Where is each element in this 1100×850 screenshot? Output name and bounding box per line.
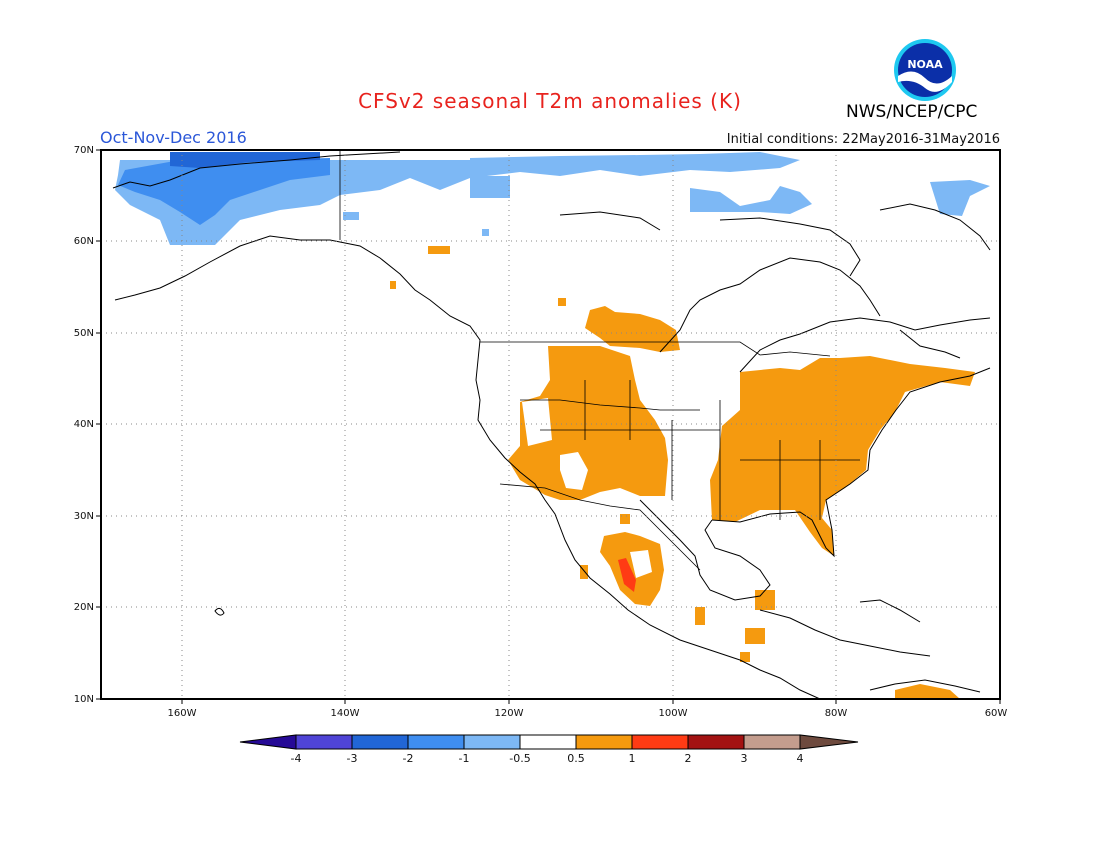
anomaly-region-0.5-mexico: [600, 532, 664, 606]
colorbar-cell: [687, 734, 745, 750]
lon-tick-label: 80W: [825, 708, 848, 719]
lon-tick-label: 140W: [331, 708, 360, 719]
anomaly-cell: [428, 246, 450, 254]
anomaly-region-0.5-east: [710, 356, 975, 556]
colorbar-cell: [743, 734, 801, 750]
colorbar-label: 0.5: [567, 752, 585, 765]
colorbar-label: -1: [459, 752, 470, 765]
anomaly-region-minus-0.5-arctic: [470, 152, 800, 178]
neutral-hole: [522, 398, 552, 446]
initial-conditions-label: Initial conditions: 22May2016-31May2016: [726, 132, 1000, 147]
anomaly-region-minus-1: [118, 158, 330, 225]
colorbar-cell: [295, 734, 353, 750]
agency-label: NWS/NCEP/CPC: [846, 102, 978, 122]
lat-tick-label: 30N: [74, 511, 94, 522]
anomaly-region-minus-2: [170, 152, 320, 168]
colorbar-cell: [407, 734, 465, 750]
anomaly-region-0.5-prairies: [585, 306, 680, 352]
warm-anomaly-fields: [390, 246, 975, 699]
colorbar-label: -0.5: [509, 752, 530, 765]
lat-tick-label: 50N: [74, 328, 94, 339]
lat-tick-label: 10N: [74, 694, 94, 705]
colorbar: [239, 734, 859, 750]
neutral-hole: [560, 452, 588, 490]
noaa-logo-icon: NOAA: [894, 39, 956, 101]
anomaly-cell: [390, 281, 396, 289]
coastlines: [112, 151, 991, 699]
colorbar-label: 4: [797, 752, 804, 765]
lat-tick-label: 70N: [74, 145, 94, 156]
season-label: Oct-Nov-Dec 2016: [100, 128, 247, 147]
lon-tick-label: 160W: [168, 708, 197, 719]
anomaly-cell: [558, 298, 566, 306]
colorbar-label: -3: [347, 752, 358, 765]
colorbar-cell: [519, 734, 577, 750]
colorbar-label: 1: [629, 752, 636, 765]
colorbar-cell: [631, 734, 689, 750]
colorbar-label: -2: [403, 752, 414, 765]
lon-tick-label: 120W: [495, 708, 524, 719]
anomaly-region-minus-0.5-labrador: [930, 180, 990, 216]
anomaly-region-minus-0.5-east: [690, 186, 812, 214]
colorbar-cell-gt-4: [799, 734, 859, 750]
chart-title: CFSv2 seasonal T2m anomalies (K): [358, 89, 742, 113]
lat-tick-labels: 70N 60N 50N 40N 30N 20N 10N: [74, 145, 94, 705]
colorbar-cell: [575, 734, 633, 750]
colorbar-label: -4: [291, 752, 302, 765]
colorbar-label: 3: [741, 752, 748, 765]
colorbar-label: 2: [685, 752, 692, 765]
cold-anomaly-fields: [115, 152, 990, 245]
lon-tick-label: 60W: [985, 708, 1008, 719]
lat-tick-label: 20N: [74, 602, 94, 613]
lon-tick-label: 100W: [659, 708, 688, 719]
colorbar-cell-lt-4: [239, 734, 297, 750]
lat-tick-label: 60N: [74, 236, 94, 247]
lon-tick-labels: 160W 140W 120W 100W 80W 60W: [168, 708, 1008, 719]
colorbar-cell: [463, 734, 521, 750]
anomaly-region-1: [618, 558, 636, 592]
lat-tick-label: 40N: [74, 419, 94, 430]
colorbar-labels: -4 -3 -2 -1 -0.5 0.5 1 2 3 4: [291, 752, 804, 765]
neutral-hole: [630, 550, 652, 578]
colorbar-cell: [351, 734, 409, 750]
logo-text: NOAA: [907, 58, 943, 71]
political-borders: [339, 150, 860, 571]
anomaly-region-0.5-west: [508, 346, 668, 500]
axis-ticks: [96, 149, 1001, 704]
